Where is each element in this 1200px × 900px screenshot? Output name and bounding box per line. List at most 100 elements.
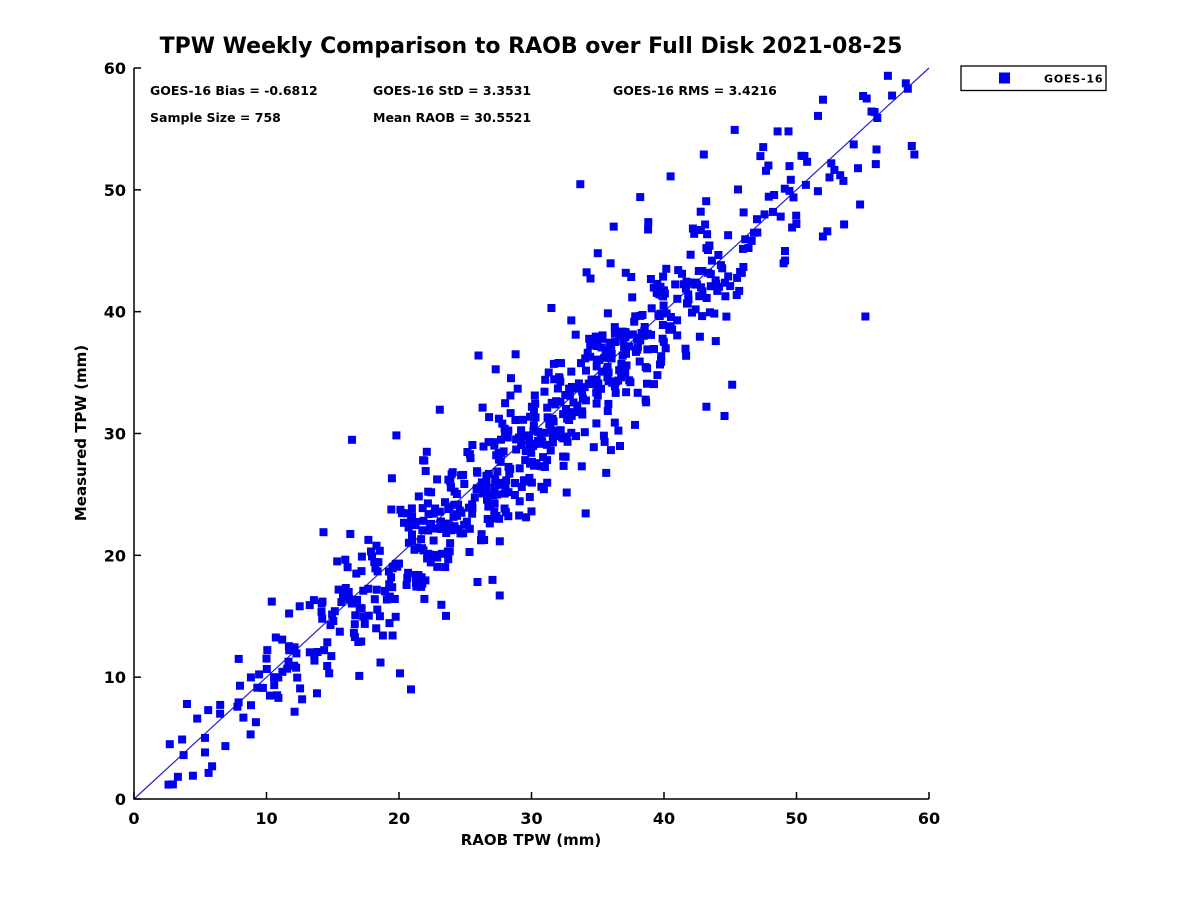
stat-std: GOES-16 StD = 3.3531 [373,83,531,98]
scatter-point [615,366,624,375]
scatter-point [781,256,790,265]
scatter-point [610,382,619,391]
scatter-point [785,162,794,171]
scatter-point [179,751,188,760]
scatter-point [477,478,486,487]
scatter-point [563,437,572,446]
scatter-point [455,506,464,515]
x-tick-label: 60 [918,809,940,828]
scatter-point [290,643,299,652]
scatter-point [493,479,502,488]
scatter-point [684,290,693,299]
scatter-point [540,428,549,437]
scatter-point [382,595,391,604]
scatter-point [548,432,557,441]
scatter-point [764,192,773,201]
scatter-point [525,493,534,501]
scatter-point [659,286,668,295]
scatter-point [546,425,555,434]
scatter-point [353,595,361,604]
scatter-point [388,631,397,640]
scatter-point [586,352,595,361]
scatter-point [512,445,521,454]
scatter-point [747,236,756,245]
scatter-point [412,579,420,587]
scatter-point [641,363,650,372]
scatter-point [702,294,711,302]
scatter-point [444,475,453,484]
scatter-point [391,612,400,621]
scatter-point [589,443,598,452]
scatter-point [581,509,590,518]
scatter-point [422,447,431,456]
scatter-point [519,415,528,424]
scatter-point [216,700,225,709]
scatter-point [655,312,664,321]
scatter-point [690,229,699,238]
scatter-point [505,469,514,478]
scatter-point [447,470,456,479]
scatter-point [372,541,381,550]
scatter-point [593,249,602,258]
scatter-point [404,523,413,532]
scatter-point [427,519,435,528]
scatter-point [453,511,461,520]
scatter-point [526,459,535,468]
scatter-point [317,607,326,616]
scatter-point [603,407,612,415]
scatter-point [722,312,731,321]
scatter-point [444,555,453,564]
scatter-point [385,619,394,628]
scatter-point [375,612,384,621]
scatter-point [633,388,642,397]
scatter-point [429,536,438,545]
scatter-point [907,142,916,150]
scatter-point [492,512,501,520]
scatter-point [503,433,512,442]
scatter-point [388,583,397,592]
scatter-point [565,416,574,424]
scatter-point [387,505,396,514]
scatter-point [691,280,700,289]
x-tick-label: 40 [653,809,675,828]
scatter-point [603,362,612,371]
scatter-point [530,440,539,448]
scatter-point [522,431,531,440]
scatter-point [350,620,359,629]
scatter-point [527,402,536,411]
scatter-point [255,670,264,679]
scatter-point [776,212,785,221]
scatter-point [661,344,670,353]
scatter-point [539,453,548,462]
scatter-point [424,510,433,519]
scatter-point [285,646,294,655]
scatter-point [604,399,613,408]
scatter-point [578,407,587,416]
scatter-point [372,585,381,594]
scatter-point [553,384,562,393]
scatter-point [686,278,695,287]
scatter-point [650,380,658,389]
scatter-point [435,507,444,516]
y-tick-label: 50 [104,181,126,200]
scatter-point [762,166,770,175]
scatter-point [388,564,397,573]
scatter-point [270,681,279,690]
scatter-point [702,402,711,411]
scatter-point [556,426,565,435]
scatter-point [697,283,705,292]
scatter-point [565,391,574,400]
scatter-point [431,504,440,513]
scatter-point [587,375,596,384]
scatter-point [600,437,609,446]
stat-bias: GOES-16 Bias = -0.6812 [150,83,318,98]
scatter-point [473,484,481,493]
scatter-point [636,193,645,202]
scatter-point [559,461,568,470]
scatter-point [582,366,590,375]
scatter-point [435,405,444,414]
scatter-point [572,384,581,393]
scatter-point [348,435,356,444]
scatter-point [694,267,703,275]
scatter-point [549,359,558,368]
